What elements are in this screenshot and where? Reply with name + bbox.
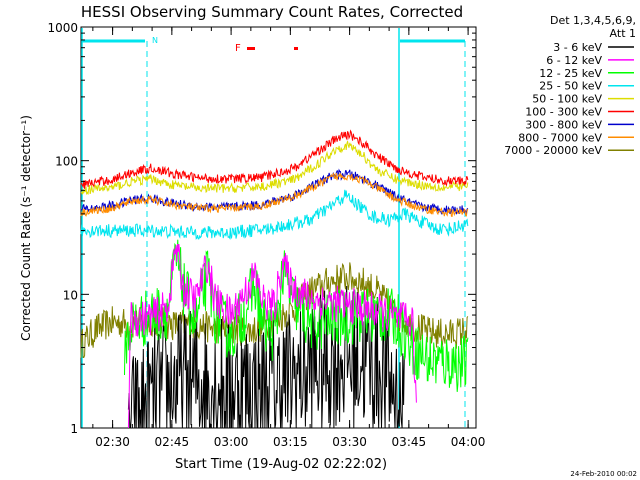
x-tick-label-3: 03:15 [273,435,308,449]
y-tick-label-2: 100 [55,155,78,169]
attenuator-marker-label: N [152,36,158,45]
flare-marker-bar-1 [247,47,255,50]
legend-label-6: 300 - 800 keV [525,118,602,131]
x-axis-label: Start Time (19-Aug-02 02:22:02) [175,457,387,472]
x-tick-label-0: 02:30 [95,435,130,449]
legend-label-2: 12 - 25 keV [539,67,602,80]
legend-label-7: 800 - 7000 keV [518,131,602,144]
chart-title: HESSI Observing Summary Count Rates, Cor… [81,3,463,21]
x-tick-label-1: 02:45 [155,435,190,449]
series-line-3 [80,189,469,240]
footer-date: 24-Feb-2010 00:02 [570,470,637,478]
y-tick-label-0: 1 [70,422,78,436]
series-line-1 [127,243,417,429]
y-tick-label-3: 1000 [47,21,78,35]
axis-layer: 02:30 02:45 03:00 03:15 03:30 03:45 04:00 1 10 10… [47,21,485,449]
legend-title-attenuator: Att 1 [610,27,636,40]
y-axis-label: Corrected Count Rate (s⁻¹ detector⁻¹) [19,115,33,341]
plot-area: N F 02:30 02:45 03:00 03:15 03:30 03:45 04:00 1… [47,21,485,449]
x-tick-label-2: 03:00 [214,435,249,449]
series-line-7 [80,172,469,218]
legend-label-5: 100 - 300 keV [525,106,602,119]
flare-marker-label: F [235,43,241,54]
legend-title-detectors: Det 1,3,4,5,6,9, [550,14,636,27]
series-layer [80,129,469,429]
legend-label-4: 50 - 100 keV [532,93,602,106]
flare-marker-bar-2 [294,47,298,50]
legend-label-8: 7000 - 20000 keV [504,144,602,157]
series-line-4 [80,141,469,196]
y-tick-label-1: 10 [63,288,78,302]
x-tick-label-5: 03:45 [392,435,427,449]
x-tick-label-6: 04:00 [451,435,486,449]
legend-label-1: 6 - 12 keV [546,54,602,67]
x-tick-label-4: 03:30 [332,435,367,449]
series-line-2 [124,239,469,392]
legend-label-3: 25 - 50 keV [539,80,602,93]
series-line-5 [80,129,469,189]
legend-label-0: 3 - 6 keV [553,41,602,54]
